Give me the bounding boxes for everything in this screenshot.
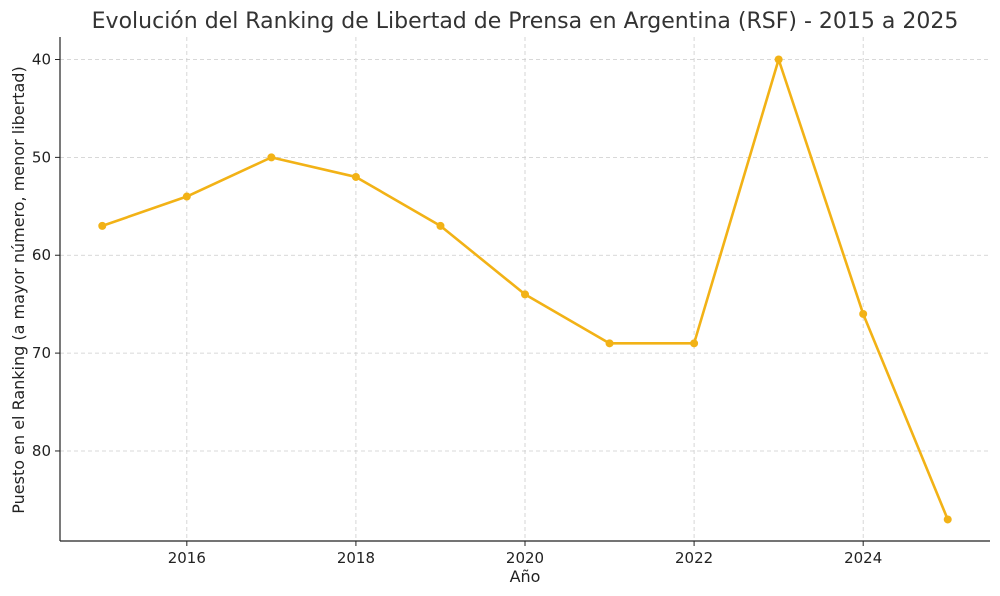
x-tick-label: 2016 — [168, 549, 206, 567]
x-tick-label: 2020 — [506, 549, 544, 567]
data-point — [690, 339, 699, 348]
data-point — [859, 309, 868, 318]
data-point — [267, 153, 276, 162]
data-point — [351, 172, 360, 181]
y-tick-label: 50 — [32, 148, 51, 166]
x-tick-label: 2018 — [337, 549, 375, 567]
data-point — [774, 55, 783, 64]
y-tick-label: 40 — [32, 51, 51, 69]
x-tick-label: 2022 — [675, 549, 713, 567]
grid — [60, 37, 990, 541]
y-tick-label: 70 — [32, 344, 51, 362]
y-axis-title: Puesto en el Ranking (a mayor número, me… — [9, 66, 28, 513]
data-point — [521, 290, 529, 299]
y-tick-label: 80 — [32, 442, 51, 460]
data-point — [943, 515, 952, 524]
data-point — [98, 221, 107, 230]
y-tick-label: 60 — [32, 246, 51, 264]
chart-title: Evolución del Ranking de Libertad de Pre… — [92, 9, 959, 34]
data-point — [182, 192, 191, 201]
x-tick-label: 2024 — [844, 549, 882, 567]
series — [98, 55, 952, 524]
data-point — [436, 221, 445, 230]
y-axis-ticks: 40 50 60 70 80 — [32, 51, 60, 460]
x-axis-ticks: 2016 2018 2020 2022 2024 — [168, 541, 882, 567]
x-axis-title: Año — [510, 567, 541, 586]
data-point — [605, 339, 614, 348]
